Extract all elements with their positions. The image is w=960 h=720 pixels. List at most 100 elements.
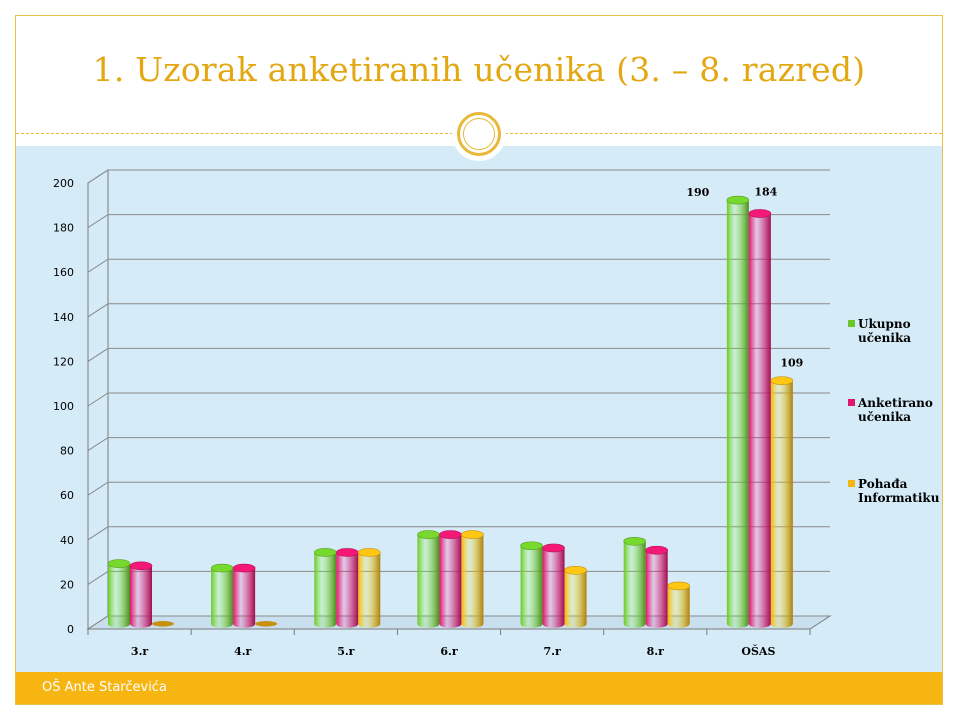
bar-top — [129, 561, 153, 571]
chart-bars — [107, 195, 794, 628]
y-tick-label: 60 — [60, 489, 74, 502]
bar — [748, 209, 772, 628]
bar-body — [564, 570, 587, 628]
bar-body — [417, 534, 440, 628]
bar-top — [417, 530, 440, 539]
legend-swatch — [848, 320, 855, 327]
bar-top — [645, 545, 669, 555]
gridline — [87, 303, 830, 318]
bar-body — [233, 568, 256, 628]
bar-top — [564, 565, 587, 575]
gridline — [87, 392, 830, 407]
chart-gridlines — [87, 169, 830, 630]
gridline — [87, 258, 830, 273]
legend-label: Informatiku — [858, 491, 940, 505]
bar-top — [313, 548, 337, 557]
bar-body — [358, 552, 381, 628]
y-tick-label: 140 — [53, 311, 74, 324]
bar — [313, 548, 337, 628]
bar — [417, 530, 440, 628]
bar-body — [623, 541, 646, 628]
bar-top — [667, 581, 691, 591]
y-tick-label: 0 — [67, 623, 74, 636]
gridline — [87, 214, 830, 229]
gridline — [87, 169, 830, 184]
gridline — [87, 347, 830, 362]
x-tick-label: OŠAS — [741, 644, 775, 658]
y-tick-label: 200 — [53, 177, 74, 190]
x-tick-label: 3.r — [131, 645, 148, 658]
bar-body — [130, 565, 152, 628]
bar-body — [461, 534, 484, 628]
data-label: 184 — [754, 185, 777, 198]
bar-top — [210, 563, 234, 573]
bar — [255, 621, 278, 627]
bar — [623, 536, 647, 628]
x-tick-label: 6.r — [440, 645, 457, 658]
bar — [152, 621, 174, 627]
bar-top — [357, 548, 381, 557]
bar-top — [461, 530, 484, 539]
data-label: 109 — [780, 357, 803, 370]
bar-body — [314, 552, 337, 628]
bar — [335, 548, 359, 628]
legend-swatch — [848, 480, 855, 487]
bar — [770, 376, 794, 628]
bar-body — [645, 550, 668, 628]
bar-top — [542, 543, 565, 553]
footer-text: OŠ Ante Starčevića — [42, 680, 167, 695]
legend-label: Pohađa — [858, 477, 908, 491]
bar — [645, 545, 669, 628]
y-tick-label: 20 — [60, 578, 74, 591]
bar-top — [255, 621, 278, 627]
gridline — [87, 526, 830, 541]
y-tick-label: 80 — [60, 445, 74, 458]
ring-ornament-inner — [463, 118, 495, 150]
y-tick-label: 180 — [53, 222, 74, 235]
bar-top — [770, 376, 794, 386]
bar-top — [623, 536, 647, 546]
bar-top — [232, 563, 256, 573]
bar-body — [748, 213, 771, 628]
gridline — [87, 481, 830, 496]
bar — [461, 530, 484, 628]
data-label: 190 — [686, 186, 709, 199]
bar — [232, 563, 256, 628]
bar — [439, 530, 462, 628]
legend-label: Ukupno — [858, 317, 911, 331]
y-tick-label: 160 — [53, 266, 74, 279]
x-tick-label: 4.r — [234, 645, 251, 658]
data-labels: 190 184 109 — [686, 185, 803, 369]
bar — [210, 563, 234, 628]
bar-body — [439, 534, 462, 628]
y-tick-label: 100 — [53, 400, 74, 413]
y-axis-ticks: 0 20 40 60 80 100 120 140 160 180 200 — [53, 177, 74, 636]
bar — [129, 561, 153, 628]
bar — [564, 565, 587, 628]
bar-body — [667, 585, 690, 628]
x-tick-label: 8.r — [647, 645, 664, 658]
bar-top — [152, 621, 174, 627]
bar-top — [107, 559, 131, 568]
bar-top — [726, 195, 750, 205]
bar-top — [335, 548, 359, 557]
bar — [520, 541, 543, 628]
bar-body — [520, 545, 543, 628]
slide-frame — [15, 15, 943, 705]
legend-swatch — [848, 399, 855, 406]
x-tick-label: 5.r — [337, 645, 354, 658]
bar — [726, 195, 750, 628]
bar — [357, 548, 381, 628]
gridline — [87, 437, 830, 452]
bar — [107, 559, 131, 628]
bar-body — [211, 568, 234, 628]
legend-label: učenika — [858, 331, 911, 345]
bar-top — [439, 530, 462, 539]
x-tick-label: 7.r — [544, 645, 561, 658]
bar-body — [542, 547, 565, 628]
